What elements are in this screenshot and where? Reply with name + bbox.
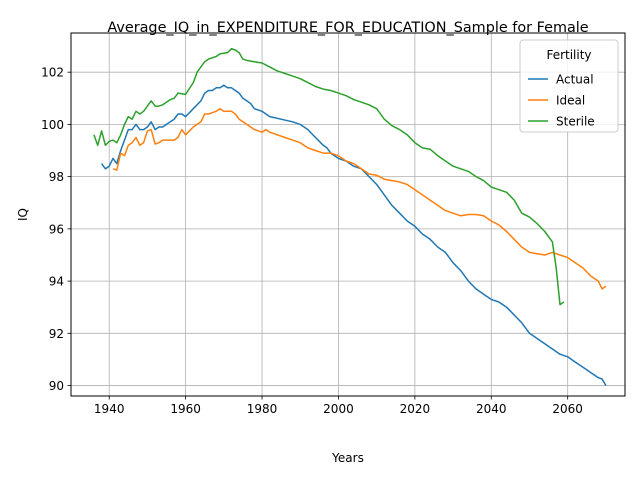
y-axis-ticks: 90 92 94 96 98 100 102 — [41, 66, 71, 393]
y-tick-label: 102 — [41, 66, 64, 80]
series-line-sterile — [93, 47, 565, 306]
legend-label-sterile: Sterile — [556, 115, 595, 129]
x-tick-label: 1940 — [94, 402, 125, 416]
x-axis-ticks: 1940 1960 1980 2000 2020 2040 2060 — [94, 396, 583, 416]
y-axis-label: IQ — [16, 208, 30, 221]
plot-frame — [70, 32, 626, 397]
x-tick-label: 2040 — [476, 402, 507, 416]
chart-title: Average_IQ_in_EXPENDITURE_FOR_EDUCATION_… — [107, 20, 588, 36]
y-tick-label: 92 — [49, 327, 64, 341]
legend-title: Fertility — [546, 48, 591, 62]
legend-label-actual: Actual — [556, 73, 594, 87]
x-tick-label: 2060 — [552, 402, 583, 416]
grid — [71, 33, 625, 396]
x-tick-label: 1960 — [170, 402, 201, 416]
legend-box — [519, 39, 619, 133]
y-tick-label: 96 — [49, 222, 64, 236]
series-line-actual — [100, 84, 607, 386]
x-tick-label: 1980 — [247, 402, 278, 416]
series-line-ideal — [112, 107, 607, 290]
y-tick-label: 90 — [49, 379, 64, 393]
y-tick-label: 100 — [41, 118, 64, 132]
x-axis-label: Years — [331, 451, 364, 465]
x-tick-label: 2020 — [400, 402, 431, 416]
y-tick-label: 94 — [49, 275, 64, 289]
series-lines — [93, 47, 607, 386]
legend: Fertility Actual Ideal Sterile — [519, 39, 619, 133]
legend-items: Actual Ideal Sterile — [528, 73, 595, 129]
legend-label-ideal: Ideal — [556, 94, 585, 108]
x-tick-label: 2000 — [323, 402, 354, 416]
y-tick-label: 98 — [49, 170, 64, 184]
